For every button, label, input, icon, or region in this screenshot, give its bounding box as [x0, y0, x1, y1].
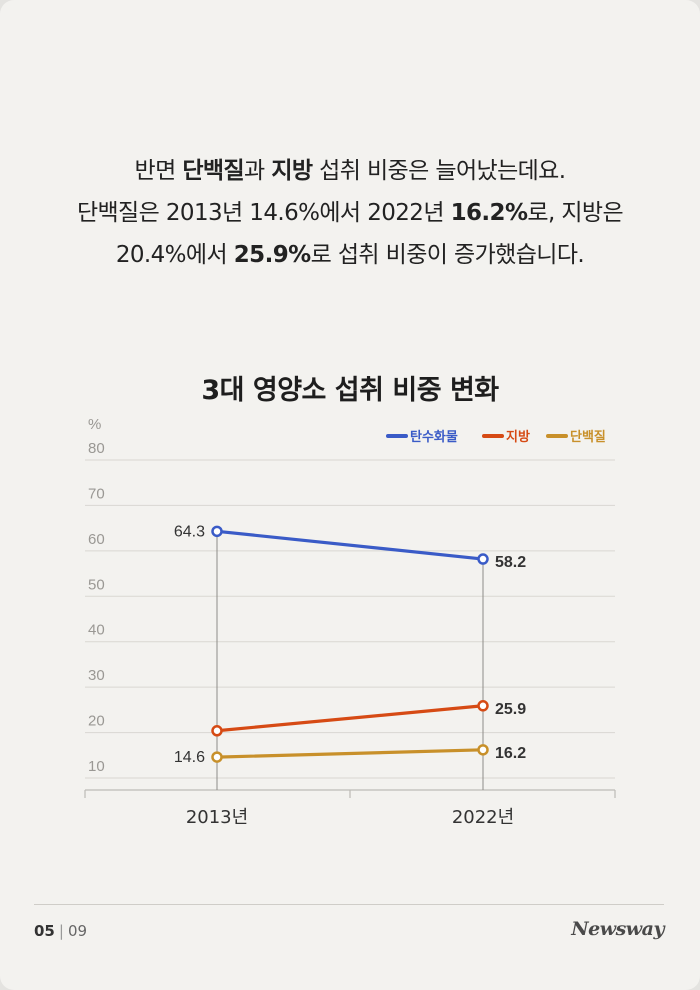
y-tick-label-30: 30: [88, 667, 105, 684]
page-total: 09: [67, 922, 88, 940]
series-line-2: [215, 748, 485, 759]
data-label-1-1: 25.9: [495, 701, 526, 718]
y-tick-label-70: 70: [88, 485, 105, 502]
line1-segment-2: 과: [244, 158, 272, 184]
data-point-2-0: [211, 751, 223, 763]
data-label-2-0: 14.6: [174, 749, 205, 766]
data-point-2-1: [477, 744, 489, 756]
series-line-0: [215, 529, 485, 561]
legend-label-2: 단백질: [570, 429, 606, 445]
data-label-0-1: 58.2: [495, 554, 526, 571]
line1-segment-3: 지방: [271, 158, 313, 184]
data-point-1-1: [477, 700, 489, 712]
data-point-0-0: [211, 525, 223, 538]
brand-logo: Newsway: [571, 918, 664, 940]
line3-segment-1: 25.9%: [233, 242, 311, 268]
y-tick-label-10: 10: [88, 758, 105, 775]
page-separator: |: [58, 922, 64, 940]
y-axis-unit: %: [88, 416, 101, 433]
line3-segment-0: 20.4%에서: [115, 242, 234, 268]
footer-divider: [34, 904, 664, 905]
page-indicator: 05 | 09: [34, 922, 87, 940]
intro-line-2: 단백질은 2013년 14.6%에서 2022년 16.2%로, 지방은: [0, 192, 700, 234]
line3-segment-2: 로 섭취 비중이 증가했습니다.: [310, 242, 585, 268]
line1-segment-4: 섭취 비중은 늘어났는데요.: [312, 158, 566, 184]
chart-title: 3대 영양소 섭취 비중 변화: [201, 375, 499, 406]
y-tick-label-40: 40: [88, 622, 105, 639]
legend-label-1: 지방: [506, 429, 530, 445]
intro-line-3: 20.4%에서 25.9%로 섭취 비중이 증가했습니다.: [0, 234, 700, 276]
line2-segment-1: 16.2%: [450, 200, 528, 226]
series-line-1: [215, 704, 485, 733]
data-label-0-0: 64.3: [174, 523, 205, 540]
legend-label-0: 탄수화물: [410, 429, 458, 445]
data-point-1-0: [211, 725, 223, 737]
line1-segment-0: 반면: [134, 158, 183, 184]
page-current: 05: [34, 922, 55, 940]
x-tick-label-1: 2022년: [452, 807, 514, 828]
y-tick-label-50: 50: [88, 576, 105, 593]
y-tick-label-20: 20: [88, 713, 105, 730]
line1-segment-1: 단백질: [182, 158, 245, 184]
data-label-2-1: 16.2: [495, 745, 526, 762]
line2-segment-0: 단백질은 2013년 14.6%에서 2022년: [76, 200, 451, 226]
line2-segment-2: 로, 지방은: [527, 200, 624, 226]
data-point-0-1: [477, 553, 489, 565]
intro-line-1: 반면 단백질과 지방 섭취 비중은 늘어났는데요.: [0, 150, 700, 192]
y-tick-label-80: 80: [88, 440, 105, 457]
x-tick-label-0: 2013년: [186, 807, 248, 828]
intro-text: 반면 단백질과 지방 섭취 비중은 늘어났는데요. 단백질은 2013년 14.…: [0, 150, 700, 276]
y-tick-label-60: 60: [88, 531, 105, 548]
